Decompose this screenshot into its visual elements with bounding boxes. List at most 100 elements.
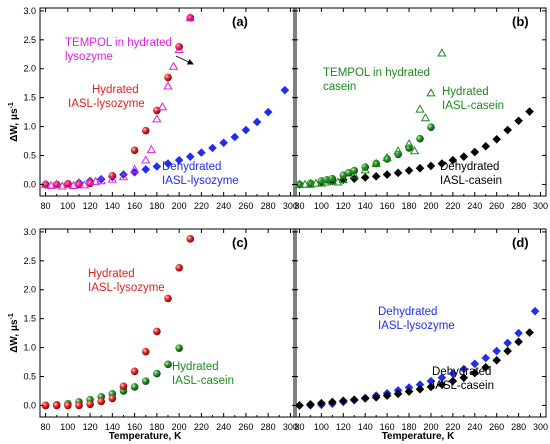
point-hydrated-iasl-lysozyme — [64, 180, 72, 188]
point-dehydrated-iasl-casein — [525, 107, 534, 116]
x-tick-label: 140 — [358, 201, 373, 211]
point-dehydrated-iasl-lysozyme — [252, 117, 262, 127]
panel-d-lysozyme-line2: IASL-lysozyme — [378, 320, 455, 332]
point-dehydrated-iasl-casein — [404, 387, 414, 396]
panel-a-letter: (a) — [232, 14, 248, 29]
point-tempol-in-hydrated-casein — [311, 178, 321, 187]
point-tempol-in-hydrated-lysozyme — [74, 178, 84, 187]
x-tick-label: 200 — [423, 422, 438, 432]
point-tempol-in-hydrated-lysozyme — [52, 179, 62, 188]
panel-c-lysozyme-line1: Hydrated — [88, 268, 135, 280]
y-tick-label: 3.0 — [23, 6, 36, 16]
x-tick-label: 160 — [127, 422, 142, 432]
y-tick-label: 2.0 — [23, 64, 36, 74]
panel-c-ylabel-main: ΔW, μs — [9, 319, 20, 353]
panel-c-points — [41, 235, 195, 410]
panel-a-dehydrated-line1: Dehydrated — [162, 161, 221, 173]
point-dehydrated-iasl-casein — [349, 174, 359, 183]
panel-b-hydrated-line2: IASL-casein — [442, 100, 504, 112]
panel-b-tempol-label: TEMPOL in hydrated casein — [323, 67, 433, 93]
x-tick-label: 100 — [314, 201, 329, 211]
point-dehydrated-iasl-casein — [393, 389, 403, 399]
point-tempol-in-hydrated-lysozyme — [107, 174, 118, 183]
x-tick-label: 220 — [445, 201, 460, 211]
point-dehydrated-iasl-lysozyme — [141, 165, 151, 174]
point-dehydrated-iasl-casein — [514, 116, 523, 126]
point-tempol-in-hydrated-casein — [393, 146, 403, 155]
point-dehydrated-iasl-lysozyme — [280, 85, 290, 95]
point-dehydrated-iasl-casein — [382, 170, 392, 179]
x-tick-label: 240 — [216, 422, 231, 432]
point-tempol-in-hydrated-lysozyme — [96, 176, 106, 185]
panel-b-frame — [293, 7, 547, 197]
point-tempol-in-hydrated-casein — [420, 113, 431, 122]
x-tick-label: 260 — [489, 422, 504, 432]
point-hydrated-iasl-lysozyme — [164, 294, 172, 303]
point-dehydrated-iasl-casein — [459, 373, 469, 382]
x-tick-label: 180 — [402, 201, 417, 211]
point-tempol-in-hydrated-casein — [300, 179, 310, 188]
panel-c-frame — [39, 228, 297, 418]
y-tick-label: 2.0 — [23, 285, 36, 295]
panel-b-letter: (b) — [512, 14, 529, 29]
point-hydrated-iasl-casein — [416, 134, 424, 143]
panel-d-ticks: 80 100 120 140 160 180 200 220 240 260 280 300 — [294, 229, 548, 432]
panel-c-casein-line1: Hydrated — [172, 361, 219, 373]
point-tempol-in-hydrated-casein — [327, 176, 338, 185]
point-hydrated-iasl-lysozyme — [119, 382, 128, 391]
y-tick-label: 1.0 — [23, 122, 36, 132]
point-hydrated-iasl-casein — [372, 159, 380, 168]
point-hydrated-iasl-lysozyme — [130, 146, 139, 155]
point-tempol-in-hydrated-lysozyme — [185, 13, 195, 22]
point-tempol-in-hydrated-lysozyme — [85, 177, 95, 186]
x-tick-label: 240 — [467, 201, 482, 211]
panel-c-letter: (c) — [232, 235, 248, 250]
y-tick-label: 1.0 — [23, 343, 36, 353]
x-tick-label: 200 — [172, 422, 187, 432]
panel-b-hydrated-label: Hydrated IASL-casein — [442, 86, 504, 112]
x-tick-label: 100 — [60, 422, 75, 432]
point-hydrated-iasl-lysozyme — [141, 347, 150, 356]
x-tick-label: 160 — [380, 422, 395, 432]
point-tempol-in-hydrated-casein — [382, 153, 392, 162]
panel-d-xlabel: Temperature, K — [382, 431, 455, 442]
x-tick-label: 280 — [261, 201, 276, 211]
point-dehydrated-iasl-casein — [437, 380, 447, 389]
x-tick-label: 120 — [83, 422, 98, 432]
x-tick-label: 220 — [194, 201, 209, 211]
point-hydrated-iasl-lysozyme — [130, 367, 139, 376]
point-hydrated-iasl-casein — [394, 150, 402, 159]
point-dehydrated-iasl-casein — [349, 395, 359, 404]
point-tempol-in-hydrated-lysozyme — [90, 176, 101, 185]
point-tempol-in-hydrated-lysozyme — [168, 61, 179, 70]
point-hydrated-iasl-casein — [141, 377, 150, 385]
point-dehydrated-iasl-casein — [459, 152, 469, 161]
x-tick-label: 80 — [294, 422, 304, 432]
point-dehydrated-iasl-casein — [437, 159, 447, 168]
x-tick-label: 100 — [314, 422, 329, 432]
point-dehydrated-iasl-lysozyme — [230, 132, 240, 142]
point-hydrated-iasl-lysozyme — [141, 126, 150, 135]
panel-c-ylabel: ΔW, μs-1 — [8, 313, 20, 353]
point-dehydrated-iasl-lysozyme — [448, 369, 458, 378]
point-tempol-in-hydrated-lysozyme — [57, 181, 67, 190]
point-dehydrated-iasl-casein — [426, 161, 436, 171]
y-tick-label: 0.0 — [23, 179, 36, 189]
y-tick-label: 1.5 — [23, 314, 36, 324]
point-hydrated-iasl-casein — [130, 383, 139, 391]
x-tick-label: 240 — [467, 422, 482, 432]
x-tick-label: 300 — [533, 201, 548, 211]
panel-d: 80 100 120 140 160 180 200 220 240 260 280 300 (d) … — [293, 228, 548, 442]
point-dehydrated-iasl-casein — [492, 356, 501, 365]
x-tick-label: 180 — [149, 201, 164, 211]
panel-d-casein-line2: IASL-casein — [432, 380, 494, 392]
panel-a-hydrated-line2: IASL-lysozyme — [68, 98, 145, 110]
panel-a-dehydrated-label: Dehydrated IASL-lysozyme — [162, 161, 239, 187]
point-dehydrated-iasl-lysozyme — [492, 346, 501, 356]
x-tick-label: 220 — [194, 422, 209, 432]
point-dehydrated-iasl-casein — [503, 346, 512, 356]
x-tick-label: 80 — [41, 201, 51, 211]
point-hydrated-iasl-casein — [427, 123, 435, 131]
panel-b-dehydrated-line1: Dehydrated — [440, 161, 499, 173]
